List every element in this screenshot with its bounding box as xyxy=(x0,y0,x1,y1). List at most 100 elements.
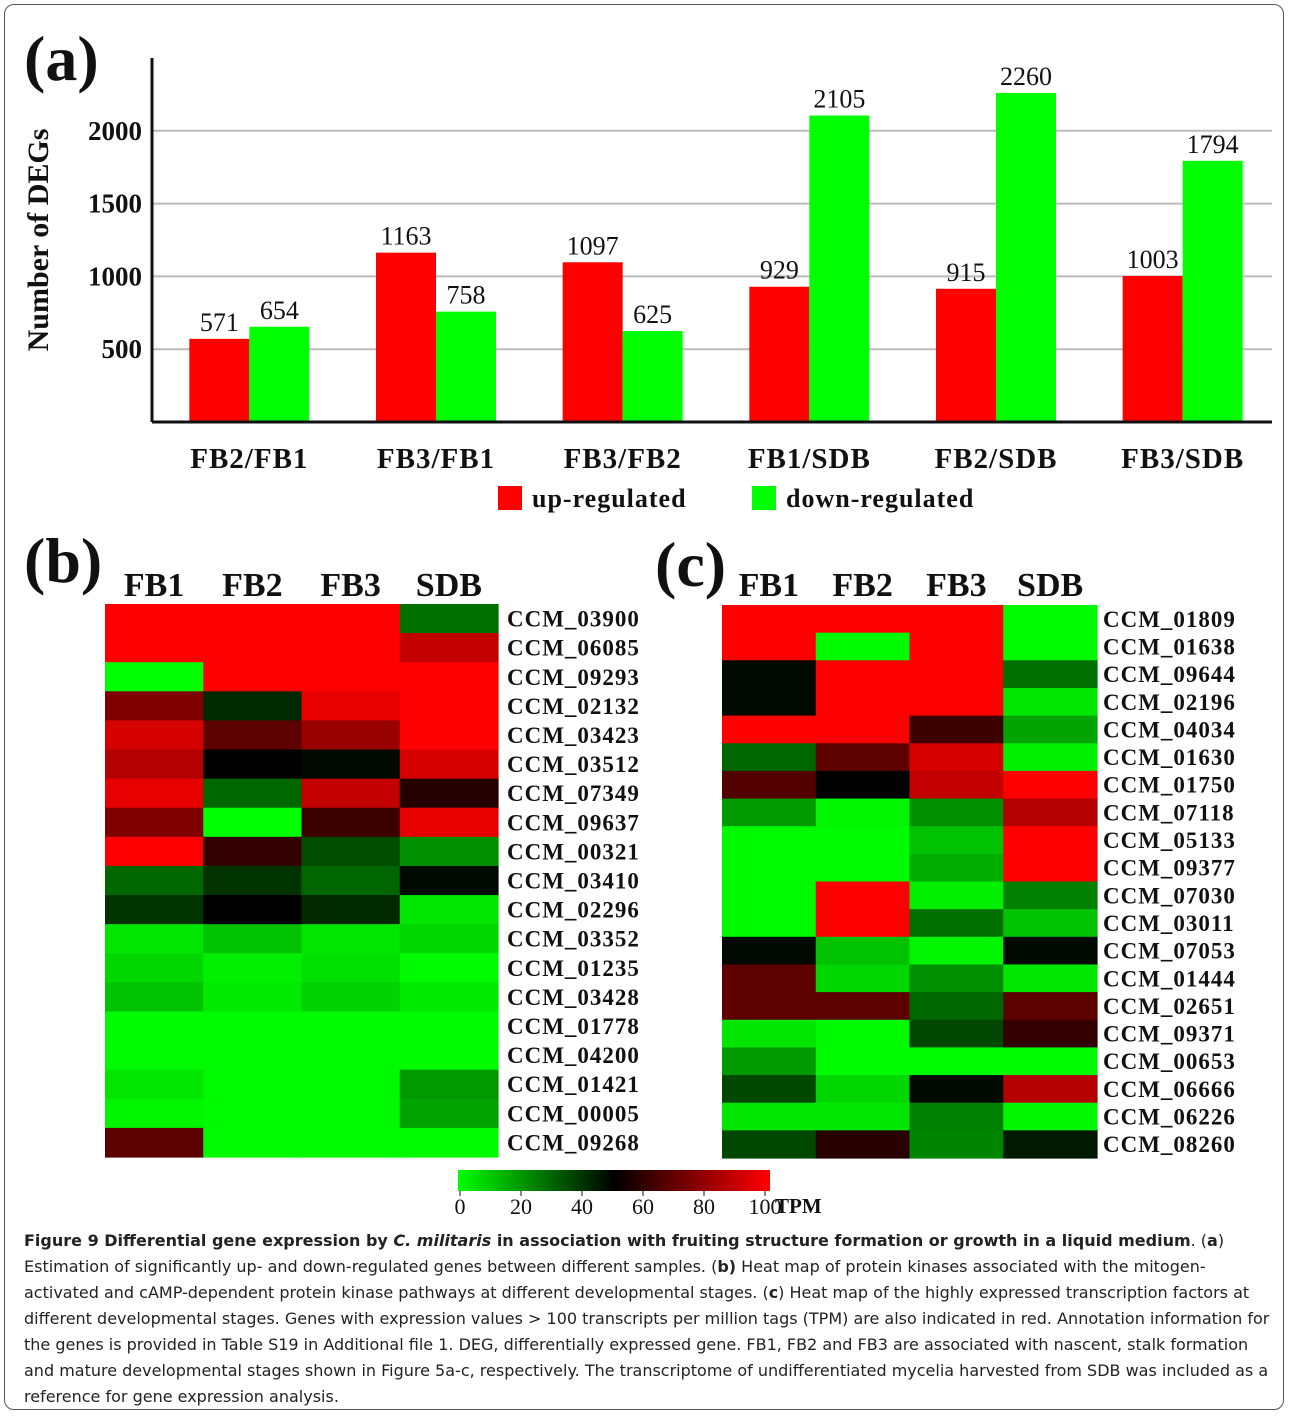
heatmap-cell xyxy=(1003,770,1098,800)
panel-a-letter: (a) xyxy=(24,23,99,94)
row-label: CCM_05133 xyxy=(1103,828,1236,853)
axes xyxy=(150,58,1272,424)
heatmap-cell xyxy=(301,633,401,663)
caption-text: ) Heat map of the highly expressed trans… xyxy=(24,1283,1270,1406)
heatmap-cell xyxy=(105,865,204,896)
heatmap-cell xyxy=(399,895,499,925)
heatmap-cell xyxy=(722,909,817,938)
heatmap-cell xyxy=(722,770,817,800)
bar-up xyxy=(1122,275,1183,422)
heatmap-cell xyxy=(909,1130,1004,1159)
heatmap-cell xyxy=(722,1102,817,1131)
colorbar-tick-label: 0 xyxy=(455,1194,466,1219)
heatmap-cell xyxy=(722,992,817,1021)
colorbar-tick-label: 20 xyxy=(510,1194,532,1219)
row-label: CCM_00005 xyxy=(507,1101,640,1126)
x-tick-label: FB3/FB2 xyxy=(564,443,682,475)
heatmap-cell xyxy=(722,1130,817,1159)
heatmap-cell xyxy=(203,720,303,751)
column-label: FB1 xyxy=(739,567,799,604)
heatmap-cell xyxy=(1003,1075,1098,1104)
x-tick-label: FB3/SDB xyxy=(1121,443,1244,475)
row-label: CCM_09371 xyxy=(1103,1022,1236,1047)
column-label: FB3 xyxy=(926,567,986,604)
heatmap-cell xyxy=(909,660,1004,689)
heatmap-b-cells xyxy=(105,604,499,1158)
heatmap-cell xyxy=(1003,992,1098,1021)
bar-down xyxy=(1182,160,1243,423)
y-tick-label: 2000 xyxy=(88,116,142,146)
caption-species: C. militaris xyxy=(393,1231,492,1250)
bar-value-label: 654 xyxy=(260,296,299,325)
heatmap-cell xyxy=(301,1069,401,1100)
heatmap-cell xyxy=(399,720,499,751)
heatmap-cell xyxy=(399,836,499,867)
heatmap-cell xyxy=(105,1127,204,1158)
heatmap-cell xyxy=(815,1075,911,1104)
row-label: CCM_07030 xyxy=(1103,883,1236,908)
row-label: CCM_03410 xyxy=(507,869,640,894)
colorbar-tick-label: 100 xyxy=(749,1194,782,1219)
row-label: CCM_00653 xyxy=(1103,1049,1236,1074)
colorbar-ticks: 0 20 40 60 80 100 xyxy=(455,1191,782,1219)
legend-swatch xyxy=(498,486,522,510)
bar-up xyxy=(562,262,623,422)
heatmap-cell xyxy=(105,749,204,780)
heatmap-cell xyxy=(399,691,499,722)
heatmap-cell xyxy=(399,633,499,663)
heatmap-cell xyxy=(301,778,401,809)
column-label: FB2 xyxy=(832,567,892,604)
row-label: CCM_07053 xyxy=(1103,939,1236,964)
bar-value-label: 625 xyxy=(633,300,672,329)
heatmap-cell xyxy=(722,936,817,966)
heatmap-cell xyxy=(815,992,911,1021)
bar-value-label: 929 xyxy=(760,256,799,285)
heatmap-cell xyxy=(1003,964,1098,993)
heatmap-cell xyxy=(909,605,1004,634)
heatmap-cell xyxy=(203,749,303,780)
heatmap-cell xyxy=(301,807,401,838)
heatmap-cell xyxy=(815,687,911,717)
heatmap-cell xyxy=(399,1040,499,1071)
heatmap-cell xyxy=(722,1019,817,1048)
heatmap-cell xyxy=(399,924,499,954)
column-label: FB3 xyxy=(320,567,380,604)
caption-text: . ( xyxy=(1190,1231,1208,1250)
heatmap-cell xyxy=(1003,1102,1098,1131)
heatmap-cell xyxy=(399,1098,499,1129)
heatmap-cell xyxy=(815,1130,911,1159)
row-label: CCM_01421 xyxy=(507,1072,640,1097)
heatmap-cell xyxy=(399,865,499,896)
caption-text: ) Estimation of significantly up- and do… xyxy=(24,1231,1225,1276)
row-label: CCM_01778 xyxy=(507,1014,640,1039)
heatmap-cell xyxy=(909,964,1004,993)
y-axis-label: Number of DEGs xyxy=(22,129,55,352)
heatmap-cell xyxy=(1003,687,1098,717)
row-label: CCM_01630 xyxy=(1103,745,1236,770)
heatmap-cell xyxy=(399,953,499,983)
heatmap-cell xyxy=(815,798,911,827)
heatmap-cell xyxy=(909,632,1004,661)
row-label: CCM_09377 xyxy=(1103,856,1236,881)
heatmap-cell xyxy=(105,836,204,867)
row-label: CCM_02296 xyxy=(507,898,640,923)
heatmap-cell xyxy=(815,1102,911,1131)
y-tick-label: 500 xyxy=(102,334,143,364)
x-tick-label: FB1/SDB xyxy=(748,443,871,475)
row-label: CCM_03900 xyxy=(507,607,640,632)
legend-swatch xyxy=(752,486,776,510)
heatmap-cell xyxy=(1003,605,1098,634)
row-label: CCM_07118 xyxy=(1103,800,1235,825)
row-label: CCM_01638 xyxy=(1103,634,1236,659)
heatmap-cell xyxy=(301,982,401,1013)
column-label: FB2 xyxy=(222,567,282,604)
heatmap-cell xyxy=(722,715,817,744)
row-label: CCM_03428 xyxy=(507,985,640,1010)
row-label: CCM_02651 xyxy=(1103,994,1236,1019)
heatmap-cell xyxy=(203,662,303,692)
heatmap-cell xyxy=(815,743,911,772)
heatmap-cell xyxy=(105,1040,204,1071)
heatmap-cell xyxy=(399,749,499,780)
heatmap-cell xyxy=(301,1011,401,1042)
caption-ref-b: b) xyxy=(717,1257,737,1276)
